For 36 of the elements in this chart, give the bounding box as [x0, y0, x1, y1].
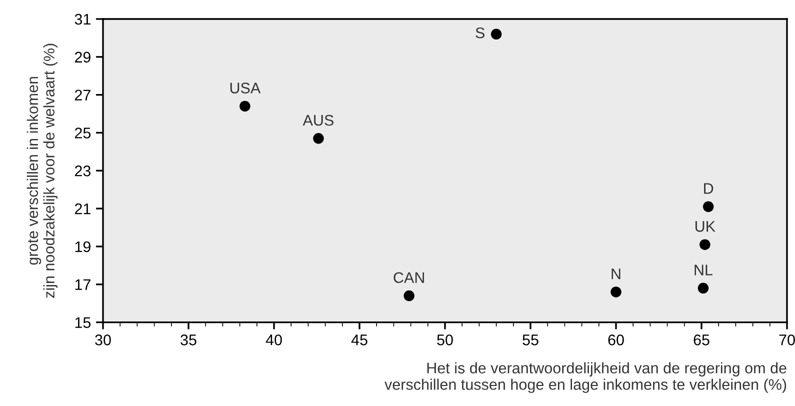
y-tick-label: 15	[75, 317, 91, 328]
annotation: UK	[695, 221, 716, 232]
annotation: AUS	[302, 114, 334, 126]
y-tick-label: 25	[74, 128, 91, 138]
x-tick-label: 70	[779, 334, 795, 346]
point	[240, 100, 250, 112]
point	[404, 290, 414, 302]
point	[610, 286, 622, 298]
annotation: D	[704, 183, 714, 194]
annotation: NL	[694, 264, 712, 276]
point	[698, 282, 709, 294]
x-tick-label: 60	[608, 334, 624, 346]
y-tick-label: 23	[74, 166, 91, 176]
x-tick-label: 40	[266, 334, 282, 346]
point	[700, 239, 710, 250]
x-tick-label: 45	[351, 334, 368, 346]
point	[702, 201, 714, 212]
annotation: S	[476, 27, 484, 38]
x-axis-title: Het is de verantwoordelijkheid van de regering om de verschillen tussen hoge en lage inkomens te verkleinen (%)	[384, 362, 786, 393]
y-tick-label: 17	[75, 279, 90, 290]
x-tick-label: 65	[694, 334, 710, 346]
y-tick-label: 19	[75, 241, 90, 252]
annotation: USA	[230, 82, 261, 94]
y-tick-label: 27	[74, 90, 90, 100]
point	[490, 28, 502, 40]
point	[313, 133, 324, 144]
x-tick-label: 30	[95, 334, 111, 346]
annotation: CAN	[394, 272, 424, 284]
y-axis-title: grote verschillen in inkomen zijn noodzakelijk voor de welvaart (%)	[26, 44, 58, 298]
annotation: N	[612, 268, 620, 280]
x-tick-label: 55	[522, 334, 538, 346]
y-tick-label: 21	[74, 203, 90, 214]
x-tick-label: 50	[437, 334, 453, 346]
y-tick-label: 29	[74, 52, 90, 63]
x-tick-label: 35	[180, 334, 196, 346]
y-tick-label: 31	[74, 14, 90, 25]
